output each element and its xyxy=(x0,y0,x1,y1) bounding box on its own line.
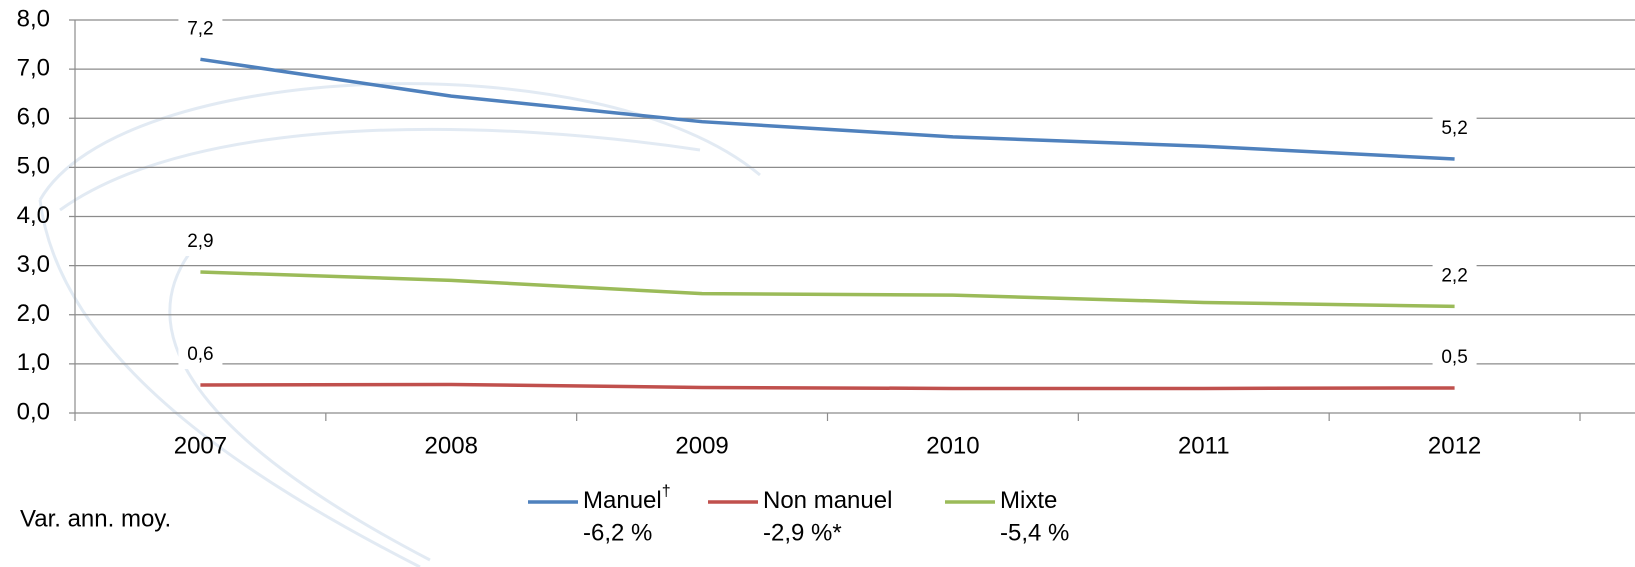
y-tick-label: 2,0 xyxy=(17,300,50,327)
value-label-box xyxy=(178,15,223,44)
y-tick-label: 3,0 xyxy=(17,251,50,278)
value-label: 5,2 xyxy=(1441,118,1467,139)
y-tick-label: 4,0 xyxy=(17,202,50,229)
value-label-box xyxy=(1432,115,1477,144)
value-label: 7,2 xyxy=(187,18,213,39)
series-line xyxy=(200,270,1455,309)
y-tick-label: 7,0 xyxy=(17,54,50,81)
value-label: 2,9 xyxy=(187,231,213,252)
x-tick-label: 2008 xyxy=(425,432,478,459)
legend-change: -5,4 % xyxy=(1000,519,1069,546)
legend-label: Manuel† xyxy=(583,483,671,514)
y-tick-label: 5,0 xyxy=(17,153,50,180)
value-label: 0,6 xyxy=(187,344,213,365)
y-tick-label: 8,0 xyxy=(17,5,50,32)
value-label-box xyxy=(178,228,223,257)
y-tick-label: 0,0 xyxy=(17,398,50,425)
legend-name: Mixte xyxy=(1000,487,1057,514)
x-tick-label: 2010 xyxy=(926,432,979,459)
value-label-box xyxy=(1432,343,1477,372)
change-caption: Var. ann. moy. xyxy=(20,505,171,532)
x-tick-label: 2009 xyxy=(675,432,728,459)
value-label: 0,5 xyxy=(1441,347,1467,368)
series-line xyxy=(200,382,1455,391)
value-label-box xyxy=(178,340,223,369)
y-tick-label: 1,0 xyxy=(17,349,50,376)
legend-label: Mixte xyxy=(1000,487,1057,514)
x-tick-label: 2012 xyxy=(1428,432,1481,459)
legend-change: -6,2 % xyxy=(583,519,652,546)
legend-name: Manuel xyxy=(583,487,662,514)
legend-name: Non manuel xyxy=(763,487,892,514)
x-tick-label: 2007 xyxy=(174,432,227,459)
legend-change: -2,9 %* xyxy=(763,519,842,546)
series-line xyxy=(200,57,1455,161)
value-label: 2,2 xyxy=(1441,265,1467,286)
value-label-box xyxy=(1432,262,1477,291)
x-tick-label: 2011 xyxy=(1178,432,1230,459)
legend-label: Non manuel xyxy=(763,487,892,514)
y-tick-label: 6,0 xyxy=(17,104,50,131)
legend-mark: † xyxy=(662,483,671,500)
